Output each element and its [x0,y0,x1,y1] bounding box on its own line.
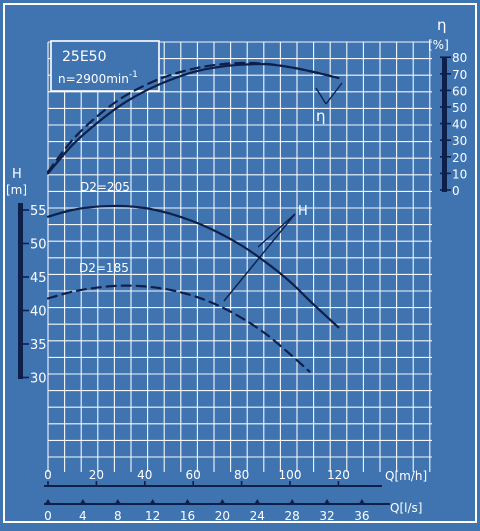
speed-label: n=2900min-1 [58,70,138,86]
model-label: 25E50 [62,49,106,65]
head-axis: H [m] 55 50 45 40 35 30 [6,167,47,387]
q-ls-tick [79,499,86,504]
q-m3h-ticks: 0 20 40 60 80 100 120 [44,468,350,486]
eff-axis-tick-label: 10 [452,167,467,181]
eff-axis-tick-label: 30 [452,134,467,148]
head-axis-tick-label: 50 [30,238,47,253]
title-frame [50,40,160,92]
q-ls-tick-label: 24 [250,509,265,523]
eff-callout-leader-1 [315,87,327,105]
eff-axis-tick-label: 80 [452,51,467,65]
eff-axis-bar [442,58,447,192]
q-m3h-tick-label: 40 [137,468,152,482]
efficiency-curve-dashed [46,61,340,173]
d185-label: D2=185 [79,261,129,275]
q-m3h-axis-label: Q[m/h] [385,469,427,483]
flow-axes: 0 20 40 60 80 100 120 0 4 8 12 16 20 24 28 32 36 Q[m/h]… [44,468,427,523]
eff-axis-symbol: η [437,16,447,34]
eff-callout-leader-2 [325,82,343,105]
eff-axis-tick-label: 50 [452,101,467,115]
eff-axis-tick-label: 20 [452,151,467,165]
q-m3h-tick-label: 80 [234,468,249,482]
annotations: D2=205 D2=185 H η [79,82,343,302]
head-axis-unit: [m] [6,183,27,197]
eff-axis-tick-label: 70 [452,68,467,82]
title-box: 25E50 n=2900min-1 [50,40,160,92]
d205-label: D2=205 [80,180,130,194]
q-ls-tick-label: 8 [114,509,122,523]
q-ls-ticks: 0 4 8 12 16 20 24 28 32 36 [44,499,370,523]
q-ls-tick [289,499,296,504]
q-ls-tick [324,499,331,504]
head-callout-leader-2 [223,213,296,302]
q-ls-tick [184,499,191,504]
head-axis-tick-label: 30 [30,372,47,387]
q-ls-tick [358,499,365,504]
q-m3h-tick-label: 20 [89,468,104,482]
q-m3h-tick-label: 120 [327,468,350,482]
q-ls-tick-label: 0 [44,509,52,523]
head-curve-d185 [46,284,311,373]
q-ls-tick-label: 28 [285,509,300,523]
q-ls-axis-label: Q[l/s] [390,501,422,515]
q-ls-tick [219,499,226,504]
curves [46,61,340,373]
head-callout-leader-1 [257,213,296,248]
eff-axis-unit: [%] [428,38,449,52]
q-ls-tick-label: 16 [180,509,195,523]
eff-callout-label: η [316,107,326,125]
eff-axis-ticks: 80 70 60 50 40 30 20 10 0 [440,51,467,198]
q-m3h-tick-label: 60 [186,468,201,482]
grid [47,41,432,472]
q-ls-tick [114,499,121,504]
q-ls-tick [149,499,156,504]
q-ls-tick [254,499,261,504]
q-ls-tick-label: 12 [145,509,160,523]
head-axis-bar [18,203,23,379]
head-curve-d205 [46,204,340,329]
head-axis-tick-label: 55 [30,204,47,219]
head-axis-tick-label: 45 [30,271,47,286]
q-ls-tick [45,499,51,504]
q-ls-tick-label: 36 [354,509,369,523]
eff-axis-tick-label: 0 [452,184,460,198]
eff-axis-tick-label: 60 [452,84,467,98]
head-callout-label: H [298,204,308,219]
eff-axis-tick-label: 40 [452,118,467,132]
head-axis-tick-label: 40 [30,305,47,320]
head-axis-ticks: 55 50 45 40 35 30 [18,204,47,387]
q-m3h-tick-label: 100 [279,468,302,482]
q-ls-tick-label: 32 [319,509,334,523]
head-axis-tick-label: 35 [30,338,47,353]
q-m3h-tick-label: 0 [44,468,52,482]
q-ls-tick-label: 20 [215,509,230,523]
head-axis-symbol: H [12,167,22,182]
eff-axis: η [%] 80 70 60 50 40 30 20 10 0 [428,16,467,198]
q-ls-tick-label: 4 [79,509,87,523]
outer-frame [3,3,477,523]
